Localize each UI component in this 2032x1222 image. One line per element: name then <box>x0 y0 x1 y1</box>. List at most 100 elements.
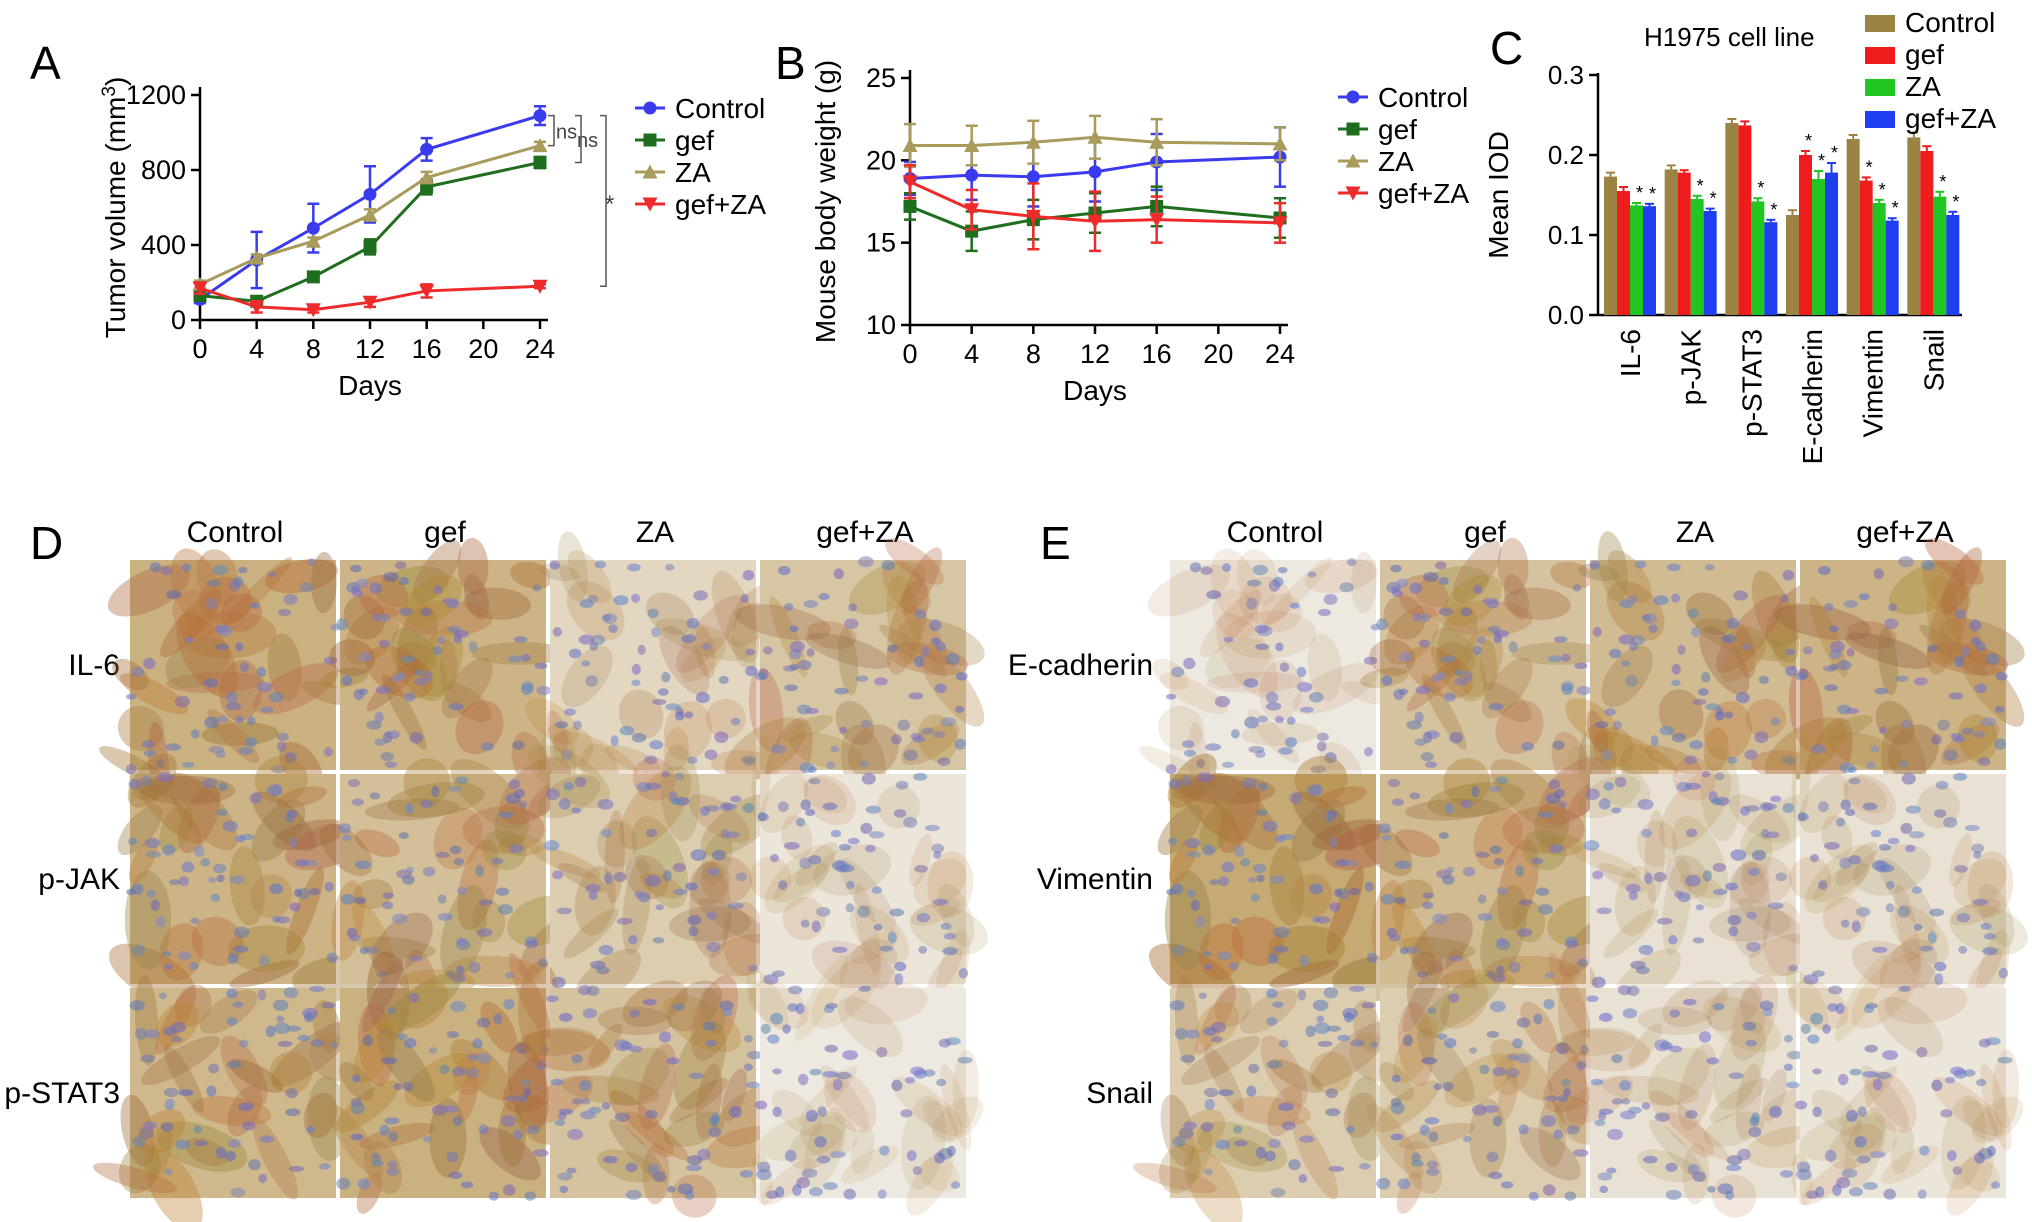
nucleus <box>571 1098 583 1105</box>
nucleus <box>672 1003 685 1011</box>
nucleus <box>237 566 248 574</box>
nucleus <box>1822 1024 1831 1034</box>
nucleus <box>1420 752 1434 762</box>
nucleus <box>132 1136 146 1147</box>
nucleus <box>1376 618 1388 631</box>
legend-marker <box>1346 90 1360 104</box>
stain-region <box>1216 613 1279 699</box>
nucleus <box>1943 749 1958 761</box>
stain-region <box>220 593 262 632</box>
panel-label-d: D <box>30 517 64 569</box>
nucleus <box>1985 1037 2001 1046</box>
stain-region <box>1269 1058 1323 1093</box>
nucleus <box>354 860 371 870</box>
stain-region <box>1394 829 1440 858</box>
nucleus <box>1171 666 1185 678</box>
nucleus <box>1954 864 1968 873</box>
legend-label: Control <box>1378 82 1468 113</box>
nucleus <box>1359 1162 1371 1170</box>
stain-region <box>625 855 669 900</box>
nucleus <box>1591 976 1606 988</box>
stain-region <box>510 561 554 589</box>
nucleus <box>839 864 855 873</box>
nucleus <box>661 671 671 683</box>
nucleus <box>1836 817 1846 827</box>
nucleus <box>1204 1087 1219 1098</box>
stain-region <box>1369 639 1416 676</box>
nucleus <box>912 1166 922 1175</box>
nucleus <box>222 820 238 832</box>
nucleus <box>1875 1071 1892 1080</box>
nucleus <box>1325 1108 1341 1117</box>
nucleus <box>1489 845 1502 855</box>
nucleus <box>1434 561 1447 570</box>
nucleus <box>465 1067 480 1079</box>
nucleus <box>1203 1026 1217 1036</box>
stain-region <box>1601 645 1653 708</box>
ihc-column-label: gef+ZA <box>1856 516 1954 549</box>
nucleus <box>350 1097 362 1107</box>
nucleus <box>1437 1033 1448 1040</box>
nucleus <box>294 859 309 867</box>
nucleus <box>1418 639 1431 648</box>
stain-region <box>1959 647 2025 727</box>
nucleus <box>567 1128 584 1141</box>
nucleus <box>448 785 463 793</box>
nucleus <box>400 655 416 663</box>
stain-region <box>1347 1076 1389 1161</box>
nucleus <box>1361 1001 1376 1009</box>
nucleus <box>834 687 849 695</box>
stain-region <box>1700 744 1740 842</box>
nucleus <box>1685 782 1702 790</box>
nucleus <box>1898 985 1911 992</box>
nucleus <box>563 781 575 791</box>
nucleus <box>1701 671 1711 683</box>
nucleus <box>943 933 957 940</box>
stain-region <box>838 858 896 932</box>
nucleus <box>1460 607 1473 617</box>
nucleus <box>1704 564 1715 571</box>
nucleus <box>589 641 598 651</box>
stain-region <box>1439 980 1489 1029</box>
stain-region <box>457 839 499 931</box>
nucleus <box>1264 1150 1276 1162</box>
tissue-background <box>1170 560 1376 770</box>
nucleus <box>800 799 811 811</box>
nucleus <box>1209 879 1221 886</box>
nucleus <box>177 951 192 961</box>
nucleus <box>582 1008 598 1019</box>
nucleus <box>1363 656 1378 665</box>
nucleus <box>532 584 542 592</box>
stain-region <box>201 722 279 746</box>
data-point <box>420 142 434 156</box>
nucleus <box>1974 1152 1986 1164</box>
nucleus <box>1787 964 1799 972</box>
nucleus <box>1272 1001 1284 1008</box>
nucleus <box>1389 934 1401 942</box>
nucleus <box>1864 1044 1878 1053</box>
nucleus <box>183 636 194 643</box>
nucleus <box>1879 726 1888 734</box>
data-point <box>1025 134 1041 149</box>
nucleus <box>276 741 287 752</box>
nucleus <box>1406 720 1422 730</box>
nucleus <box>1378 823 1391 834</box>
nucleus <box>1807 1034 1820 1044</box>
nucleus <box>1768 1105 1782 1118</box>
nucleus <box>1856 906 1871 917</box>
data-point <box>964 203 980 218</box>
nucleus <box>1634 560 1647 569</box>
nucleus <box>1921 560 1936 571</box>
nucleus <box>1250 893 1260 902</box>
nucleus <box>797 704 812 715</box>
nucleus <box>631 732 647 743</box>
nucleus <box>772 1068 782 1075</box>
nucleus <box>446 971 456 978</box>
stain-region <box>129 837 158 885</box>
nucleus <box>456 965 465 976</box>
nucleus <box>1940 1109 1953 1118</box>
nucleus <box>1462 1135 1472 1143</box>
legend-marker <box>1345 186 1361 201</box>
ihc-column-label: gef <box>1464 516 1506 549</box>
x-tick-label: Snail <box>1918 329 1949 391</box>
